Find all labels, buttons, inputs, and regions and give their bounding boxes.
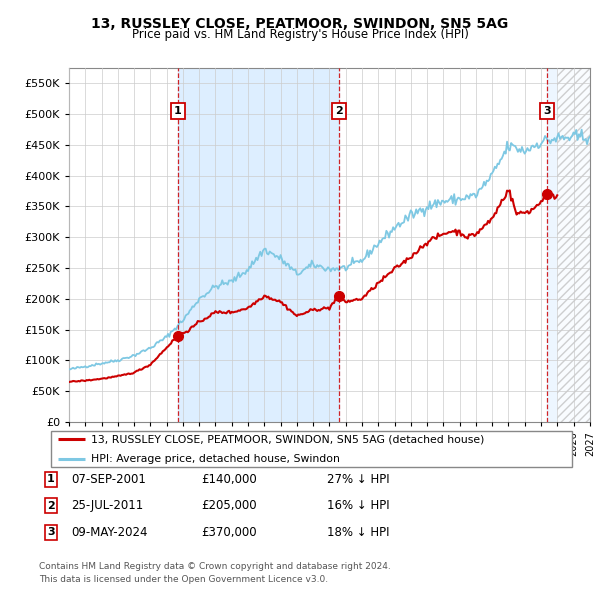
Text: 25-JUL-2011: 25-JUL-2011 (71, 499, 143, 512)
Text: 18% ↓ HPI: 18% ↓ HPI (327, 526, 389, 539)
Text: £140,000: £140,000 (201, 473, 257, 486)
Text: Price paid vs. HM Land Registry's House Price Index (HPI): Price paid vs. HM Land Registry's House … (131, 28, 469, 41)
Text: Contains HM Land Registry data © Crown copyright and database right 2024.: Contains HM Land Registry data © Crown c… (39, 562, 391, 571)
Text: 2: 2 (335, 106, 343, 116)
Text: 1: 1 (174, 106, 182, 116)
Text: 27% ↓ HPI: 27% ↓ HPI (327, 473, 389, 486)
Text: 3: 3 (543, 106, 551, 116)
Bar (547, 68, 590, 422)
Text: £205,000: £205,000 (201, 499, 257, 512)
Text: HPI: Average price, detached house, Swindon: HPI: Average price, detached house, Swin… (91, 454, 340, 464)
Text: 2: 2 (47, 501, 55, 510)
Bar (557, 68, 590, 422)
Bar (178, 68, 338, 422)
Text: 07-SEP-2001: 07-SEP-2001 (71, 473, 146, 486)
FancyBboxPatch shape (50, 431, 572, 467)
Text: 09-MAY-2024: 09-MAY-2024 (71, 526, 148, 539)
Text: This data is licensed under the Open Government Licence v3.0.: This data is licensed under the Open Gov… (39, 575, 328, 584)
Bar (557, 68, 590, 422)
Text: 13, RUSSLEY CLOSE, PEATMOOR, SWINDON, SN5 5AG: 13, RUSSLEY CLOSE, PEATMOOR, SWINDON, SN… (91, 17, 509, 31)
Text: 3: 3 (47, 527, 55, 537)
Text: 13, RUSSLEY CLOSE, PEATMOOR, SWINDON, SN5 5AG (detached house): 13, RUSSLEY CLOSE, PEATMOOR, SWINDON, SN… (91, 434, 485, 444)
Text: £370,000: £370,000 (201, 526, 257, 539)
Text: 1: 1 (47, 474, 55, 484)
Text: 16% ↓ HPI: 16% ↓ HPI (327, 499, 389, 512)
